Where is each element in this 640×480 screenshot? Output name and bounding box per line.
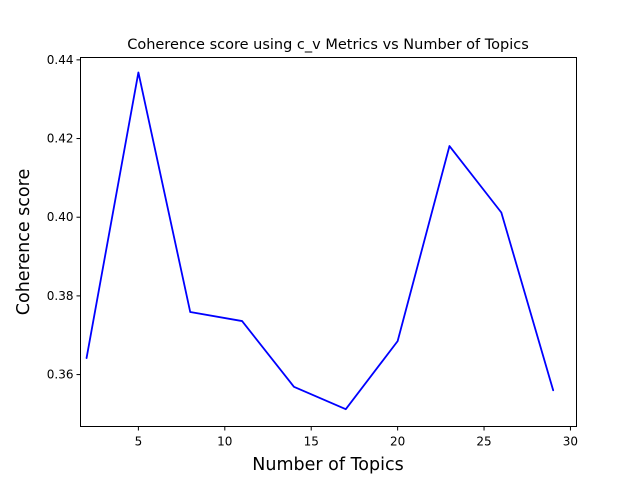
y-axis-label: Coherence score [14, 169, 34, 315]
plot-area [80, 57, 577, 427]
x-tick-label: 30 [563, 435, 578, 449]
y-axis: 0.36 0.38 0.40 0.42 0.44 [47, 53, 81, 382]
x-tick-label: 10 [217, 435, 232, 449]
y-tick-label: 0.36 [47, 368, 74, 382]
series-line [85, 71, 555, 411]
plot-frame [80, 57, 577, 427]
x-axis: 5 10 15 20 25 30 [135, 426, 578, 449]
chart-title: Coherence score using c_v Metrics vs Num… [127, 37, 529, 53]
y-tick-label: 0.42 [47, 132, 74, 146]
x-tick-label: 5 [135, 435, 143, 449]
y-tick-label: 0.40 [47, 210, 74, 224]
x-axis-label: Number of Topics [252, 455, 403, 475]
x-tick-label: 15 [304, 435, 319, 449]
x-tick-label: 20 [390, 435, 405, 449]
x-tick-label: 25 [476, 435, 491, 449]
y-tick-label: 0.38 [47, 289, 74, 303]
y-tick-label: 0.44 [47, 53, 74, 67]
